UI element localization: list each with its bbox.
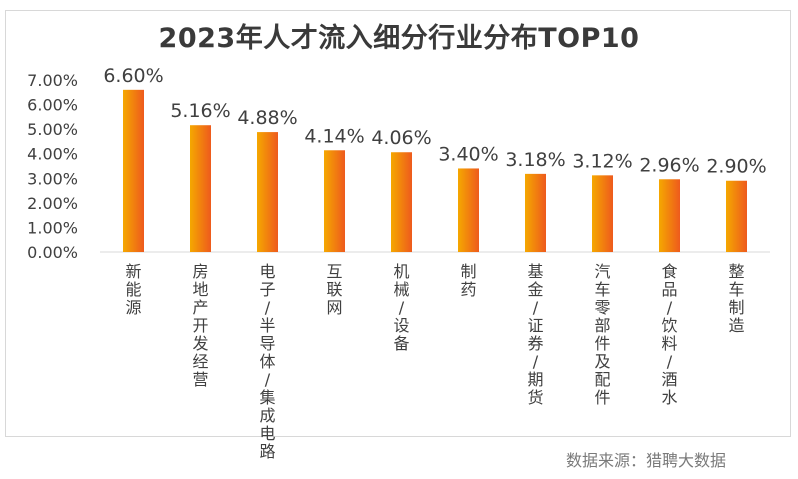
category-label: 互联网 <box>326 262 342 317</box>
bar <box>190 125 211 252</box>
data-label: 4.14% <box>304 125 364 147</box>
bar <box>592 175 613 252</box>
category-label: 整车制造 <box>728 262 744 335</box>
data-label: 3.40% <box>438 143 498 165</box>
bar <box>659 179 680 252</box>
y-tick-label: 7.00% <box>27 71 78 90</box>
bar <box>726 180 747 252</box>
chart-title: 2023年人才流入细分行业分布TOP10 <box>158 23 640 54</box>
data-source: 数据来源：猎聘大数据 <box>565 451 726 470</box>
y-tick-label: 5.00% <box>27 120 78 139</box>
y-tick-label: 2.00% <box>27 194 78 213</box>
category-labels: 新能源 房地产开发经营 电子/半导体/集成电路 互联网 机械/设备 制药 基金/证券/期货 汽… <box>125 262 744 461</box>
y-tick-label: 6.00% <box>27 96 78 115</box>
category-label: 基金/证券/期货 <box>527 262 543 407</box>
category-label: 汽车零部件及配件 <box>594 262 610 407</box>
bar <box>123 89 144 252</box>
data-label: 3.18% <box>505 149 565 171</box>
y-tick-label: 4.00% <box>27 145 78 164</box>
bar <box>458 168 479 252</box>
data-label: 2.90% <box>706 156 766 178</box>
y-axis: 0.00% 1.00% 2.00% 3.00% 4.00% 5.00% 6.00% 7.00% <box>27 71 770 262</box>
data-label: 3.12% <box>572 150 632 172</box>
category-label: 食品/饮料/酒水 <box>661 262 677 407</box>
bars <box>123 89 747 252</box>
category-label: 新能源 <box>125 262 141 317</box>
bar <box>324 150 345 252</box>
category-label: 制药 <box>460 262 476 299</box>
category-label: 电子/半导体/集成电路 <box>259 262 275 461</box>
data-label: 2.96% <box>639 154 699 176</box>
y-tick-label: 1.00% <box>27 218 78 237</box>
bar <box>257 132 278 252</box>
y-tick-label: 0.00% <box>27 243 78 262</box>
category-label: 房地产开发经营 <box>192 262 208 389</box>
category-label: 机械/设备 <box>393 262 409 353</box>
bar <box>391 152 412 252</box>
y-tick-label: 3.00% <box>27 169 78 188</box>
data-label: 6.60% <box>103 65 163 87</box>
data-label: 5.16% <box>170 100 230 122</box>
data-labels: 6.60% 5.16% 4.88% 4.14% 4.06% 3.40% 3.18% 3.12%… <box>103 65 766 178</box>
data-label: 4.88% <box>237 107 297 129</box>
data-label: 4.06% <box>371 127 431 149</box>
bar <box>525 173 546 252</box>
